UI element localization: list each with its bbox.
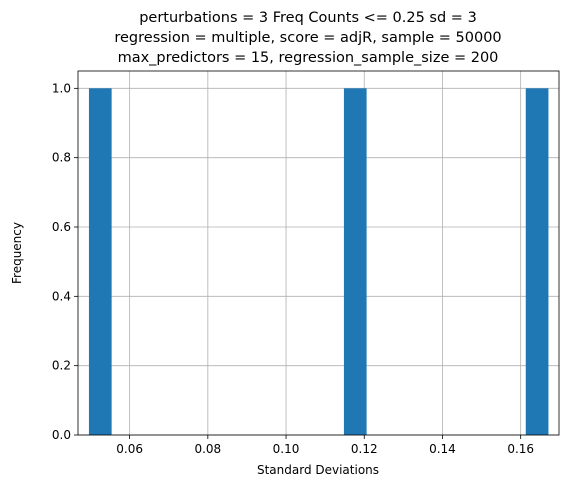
x-tick-label-5: 0.16 xyxy=(507,442,534,456)
x-tick-label-0: 0.06 xyxy=(116,442,143,456)
histogram-bar-0 xyxy=(88,88,112,435)
histogram-bars xyxy=(88,88,549,435)
y-tick-label-5: 1.0 xyxy=(52,81,71,95)
grid-lines xyxy=(78,71,559,436)
chart-title-line-1: perturbations = 3 Freq Counts <= 0.25 sd… xyxy=(139,10,477,26)
y-axis-label: Frequency xyxy=(10,222,24,284)
chart-title-line-3: max_predictors = 15, regression_sample_s… xyxy=(118,50,499,66)
y-axis-ticks: 0.0 0.2 0.4 0.6 0.8 1.0 xyxy=(52,81,78,442)
y-tick-label-1: 0.2 xyxy=(52,359,71,373)
x-tick-label-4: 0.14 xyxy=(429,442,456,456)
plot-area-frame xyxy=(77,70,560,436)
histogram-bar-2 xyxy=(525,88,549,435)
x-tick-label-1: 0.08 xyxy=(194,442,221,456)
chart-title: perturbations = 3 Freq Counts <= 0.25 sd… xyxy=(114,10,501,66)
y-tick-label-3: 0.6 xyxy=(52,220,71,234)
x-tick-label-2: 0.10 xyxy=(273,442,300,456)
x-axis-label: Standard Deviations xyxy=(257,463,379,477)
x-tick-label-3: 0.12 xyxy=(351,442,378,456)
chart-title-line-2: regression = multiple, score = adjR, sam… xyxy=(114,30,501,46)
y-tick-label-2: 0.4 xyxy=(52,289,71,303)
histogram-bar-1 xyxy=(343,88,367,435)
y-tick-label-0: 0.0 xyxy=(52,428,71,442)
x-axis-ticks: 0.06 0.08 0.10 0.12 0.14 0.16 xyxy=(116,435,534,456)
y-tick-label-4: 0.8 xyxy=(52,151,71,165)
